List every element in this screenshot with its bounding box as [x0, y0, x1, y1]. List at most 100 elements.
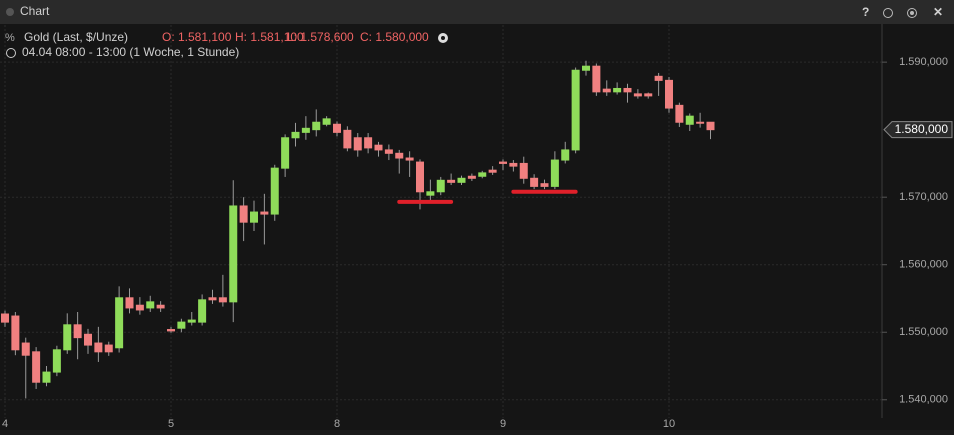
x-tick-label: 4: [2, 418, 8, 430]
legend-series: Gold (Last, $/Unze): [24, 30, 128, 44]
x-tick-label: 9: [500, 418, 506, 430]
candle-body: [84, 333, 92, 346]
candle-body: [260, 211, 269, 215]
candle-body: [499, 161, 507, 164]
candle-body: [239, 205, 248, 223]
candle-body: [696, 121, 705, 124]
candle-body: [478, 172, 487, 177]
candle-body: [602, 88, 611, 93]
candle-body: [322, 118, 331, 125]
y-tick-label: 1.570,000: [899, 191, 948, 203]
candle-body: [146, 301, 155, 309]
candle-body: [73, 324, 82, 339]
title-bar: [0, 0, 954, 24]
candle-body: [291, 131, 300, 139]
candle-body: [11, 315, 20, 351]
candle-body: [218, 297, 227, 303]
candle-body: [530, 177, 539, 187]
candle-body: [436, 179, 445, 193]
candle-body: [457, 177, 466, 183]
candle-body: [270, 167, 279, 215]
ohlc-high: H: 1.581,100: [235, 30, 304, 44]
candle-body: [706, 121, 715, 131]
candle-body: [613, 87, 622, 93]
candle-body: [633, 93, 642, 97]
candle-body: [52, 349, 61, 373]
y-tick-label: 1.540,000: [899, 394, 948, 406]
candle-body: [135, 304, 144, 311]
candle-body: [540, 183, 549, 187]
ohlc-open: O: 1.581,100: [162, 30, 232, 44]
window-icon: [6, 8, 14, 16]
x-tick-label: 8: [334, 418, 340, 430]
y-tick-label: 1.550,000: [899, 326, 948, 338]
legend-toggle-dot: [441, 36, 445, 40]
candle-body: [198, 299, 207, 323]
clock-icon: [6, 48, 16, 58]
x-tick-label: 10: [663, 418, 675, 430]
candle-body: [364, 137, 373, 149]
candle-body: [582, 65, 590, 71]
candle-body: [353, 137, 362, 151]
candle-body: [156, 304, 165, 309]
candle-body: [561, 149, 570, 161]
candle-body: [115, 297, 124, 349]
window-title: Chart: [20, 4, 50, 18]
candle-body: [571, 69, 580, 151]
candle-body: [665, 79, 673, 109]
candle-body: [447, 179, 456, 183]
candle-body: [550, 159, 559, 187]
candle-body: [301, 127, 310, 133]
candle-body: [312, 121, 321, 131]
candle-body: [208, 297, 217, 301]
candle-body: [32, 351, 41, 383]
candle-body: [509, 162, 518, 167]
candle-body: [592, 65, 601, 93]
candle-body: [685, 115, 694, 125]
candle-body: [654, 75, 663, 81]
candle-body: [167, 329, 175, 332]
candle-body: [488, 169, 497, 173]
candle-body: [675, 104, 684, 123]
candle-body: [395, 152, 404, 159]
help-button[interactable]: ?: [862, 5, 869, 19]
close-button[interactable]: ✕: [933, 5, 943, 19]
y-tick-label: 1.560,000: [899, 259, 948, 271]
settings-button[interactable]: [907, 8, 917, 18]
candle-body: [343, 129, 352, 149]
candle-body: [623, 87, 632, 93]
candle-body: [519, 162, 528, 179]
candle-body: [1, 313, 9, 323]
candle-body: [416, 161, 424, 193]
candle-body: [333, 123, 341, 133]
candle-body: [94, 342, 103, 353]
candle-body: [177, 321, 186, 329]
candle-body: [467, 175, 476, 179]
candle-body: [644, 93, 653, 97]
last-price-marker: [883, 121, 953, 139]
candle-body: [104, 344, 113, 353]
settings-dot: [910, 11, 914, 15]
plot: [0, 25, 882, 418]
x-tick-label: 5: [168, 418, 174, 430]
candle-body: [384, 149, 393, 154]
candle-body: [42, 371, 51, 383]
ohlc-low: L: 1.578,600: [287, 30, 354, 44]
candle-body: [426, 191, 435, 196]
candle-body: [63, 324, 72, 351]
series-icon: %: [5, 32, 15, 44]
candle-body: [374, 144, 383, 151]
last-price-label: 1.580,000: [895, 122, 949, 136]
candle-body: [229, 205, 238, 303]
subtitle: 04.04 08:00 - 13:00 (1 Woche, 1 Stunde): [22, 45, 239, 59]
candle-body: [187, 319, 196, 323]
ohlc-close: C: 1.580,000: [360, 30, 429, 44]
refresh-button[interactable]: [883, 8, 893, 18]
y-tick-label: 1.590,000: [899, 56, 948, 68]
candle-body: [281, 137, 290, 169]
candle-body: [21, 342, 30, 356]
candle-body: [250, 211, 258, 223]
